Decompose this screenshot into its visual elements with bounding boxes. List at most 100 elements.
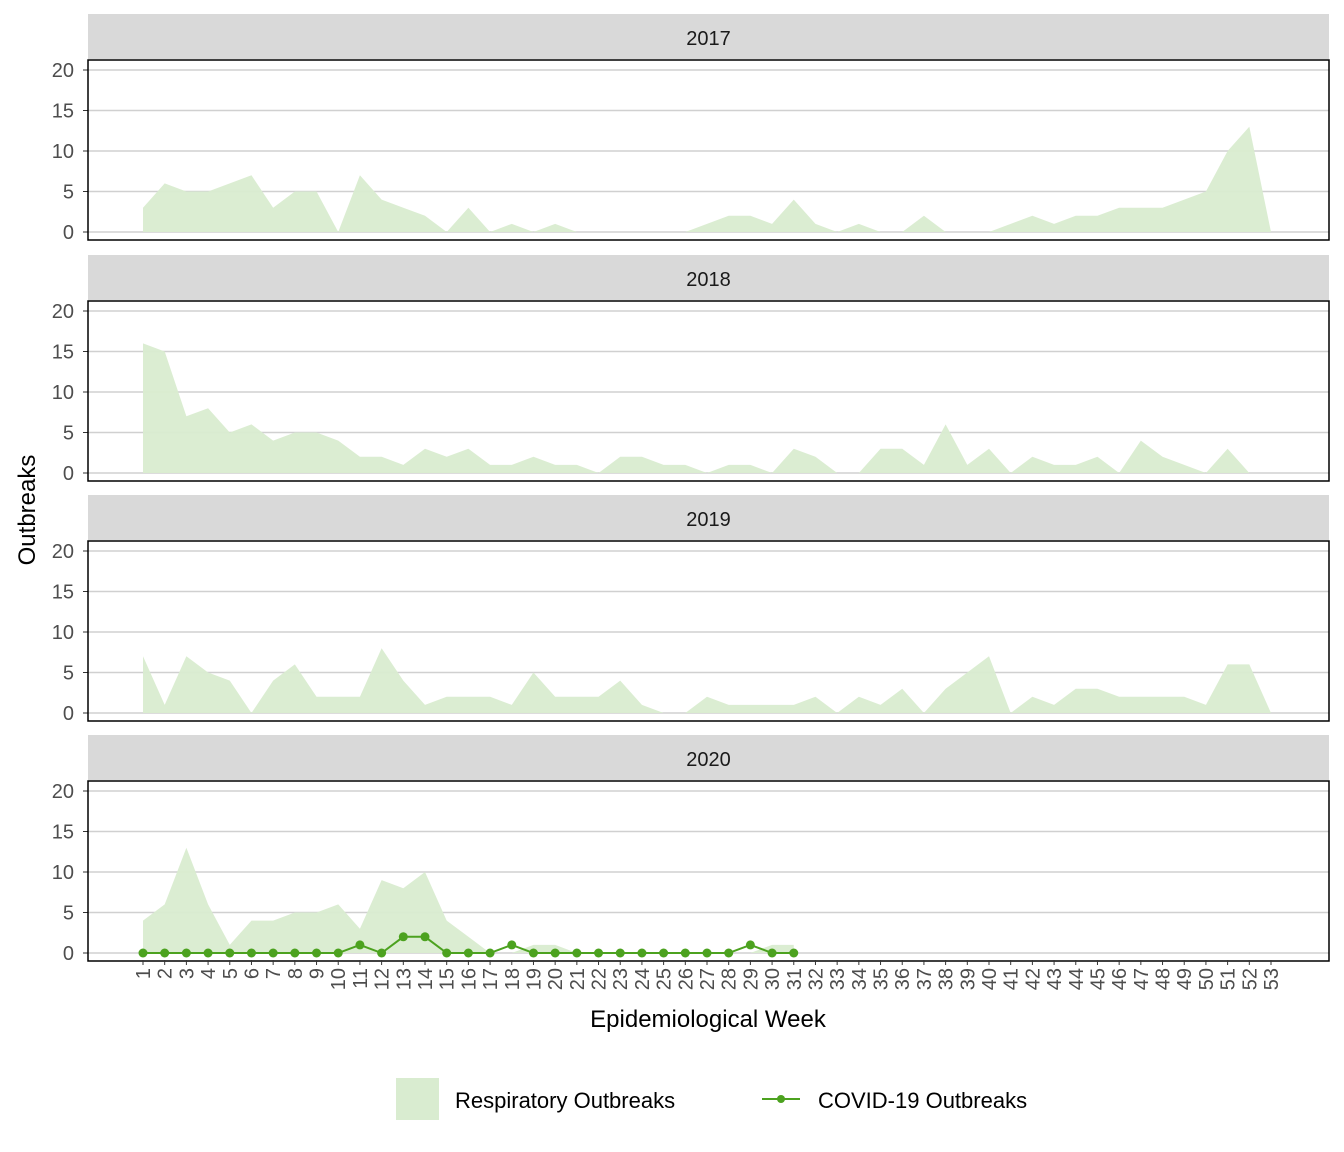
- covid-point: [659, 948, 669, 958]
- covid-point: [572, 948, 582, 958]
- x-tick-label: 10: [328, 968, 350, 990]
- facet-strip-label: 2018: [686, 269, 731, 291]
- x-tick-label: 28: [719, 968, 741, 990]
- x-tick-label: 25: [654, 968, 676, 990]
- covid-point: [528, 948, 538, 958]
- x-tick-label: 23: [610, 968, 632, 990]
- x-tick-label: 1: [133, 968, 155, 979]
- covid-point: [550, 948, 560, 958]
- x-tick-label: 14: [415, 968, 437, 990]
- covid-point: [637, 948, 647, 958]
- x-tick-label: 50: [1196, 968, 1218, 990]
- y-tick-label: 20: [52, 301, 74, 323]
- facet-strip-label: 2017: [686, 28, 731, 50]
- covid-point: [420, 932, 430, 942]
- x-tick-label: 47: [1131, 968, 1153, 990]
- panel-2017: 2017 0 5 10 15 20: [52, 14, 1330, 244]
- x-tick-label: 22: [589, 968, 611, 990]
- x-tick-label: 11: [350, 968, 372, 989]
- x-tick-label: 49: [1174, 968, 1196, 990]
- x-tick-label: 12: [372, 968, 394, 990]
- panel-border: [87, 540, 1330, 722]
- x-tick-label: 19: [523, 968, 545, 990]
- covid-point: [181, 948, 191, 958]
- facet-strip: [88, 495, 1329, 540]
- covid-point: [485, 948, 495, 958]
- x-tick-label: 45: [1087, 968, 1109, 990]
- covid-point: [680, 948, 690, 958]
- x-tick-label: 51: [1218, 968, 1240, 990]
- covid-point: [767, 948, 777, 958]
- panel-2018: 2018 0 5 10 15 20: [52, 255, 1330, 485]
- y-tick-label: 5: [63, 663, 74, 685]
- x-axis-ticks: 1 2 3 4 5 6 7 8 9 10 11 12 13 14 15 16 17 18 19 20 21 22 23 24 2…: [133, 960, 1283, 990]
- x-tick-label: 43: [1044, 968, 1066, 990]
- covid-point: [377, 948, 387, 958]
- x-tick-label: 31: [784, 968, 806, 990]
- x-tick-label: 35: [871, 968, 893, 990]
- x-tick-label: 3: [176, 968, 198, 979]
- covid-point: [702, 948, 712, 958]
- x-tick-label: 41: [1001, 968, 1023, 990]
- x-tick-label: 26: [675, 968, 697, 990]
- x-tick-label: 29: [740, 968, 762, 990]
- panel-border: [87, 780, 1330, 962]
- y-tick-label: 0: [63, 222, 74, 244]
- respiratory-area: [143, 126, 1271, 232]
- covid-point: [268, 948, 278, 958]
- x-axis-title: Epidemiological Week: [590, 1006, 827, 1033]
- x-tick-label: 40: [979, 968, 1001, 990]
- covid-point: [442, 948, 452, 958]
- covid-point: [398, 932, 408, 942]
- respiratory-area: [143, 343, 1250, 473]
- x-tick-label: 5: [220, 968, 242, 979]
- y-tick-label: 0: [63, 463, 74, 485]
- facet-strip: [88, 735, 1329, 780]
- x-tick-label: 21: [567, 968, 589, 990]
- x-tick-label: 13: [393, 968, 415, 990]
- y-tick-label: 5: [63, 903, 74, 925]
- covid-point: [246, 948, 256, 958]
- covid-point: [138, 948, 148, 958]
- facet-strip: [88, 14, 1329, 59]
- legend-respiratory-swatch: [396, 1078, 439, 1120]
- y-tick-label: 20: [52, 541, 74, 563]
- covid-point: [507, 940, 517, 950]
- y-tick-label: 10: [52, 622, 74, 644]
- y-tick-label: 15: [52, 582, 74, 604]
- panels: 2017051015202018051015202019051015202020…: [52, 14, 1330, 965]
- x-tick-label: 37: [914, 968, 936, 990]
- x-tick-label: 46: [1109, 968, 1131, 990]
- x-tick-label: 38: [936, 968, 958, 990]
- x-tick-label: 32: [805, 968, 827, 990]
- y-tick-label: 10: [52, 862, 74, 884]
- covid-point: [290, 948, 300, 958]
- legend-covid-point: [777, 1095, 785, 1103]
- covid-point: [225, 948, 235, 958]
- facet-strip-label: 2020: [686, 749, 731, 771]
- x-tick-label: 9: [307, 968, 329, 979]
- covid-point: [615, 948, 625, 958]
- covid-point: [333, 948, 343, 958]
- x-tick-label: 33: [827, 968, 849, 990]
- panel-2019: 2019 0 5 10 15 20: [52, 495, 1330, 725]
- x-tick-label: 30: [762, 968, 784, 990]
- y-tick-label: 5: [63, 182, 74, 204]
- legend: Respiratory Outbreaks COVID-19 Outbreaks: [396, 1078, 1027, 1120]
- x-tick-label: 6: [241, 968, 263, 979]
- panel-border: [87, 300, 1330, 482]
- y-tick-label: 20: [52, 781, 74, 803]
- covid-point: [355, 940, 365, 950]
- y-tick-label: 10: [52, 141, 74, 163]
- x-tick-label: 36: [892, 968, 914, 990]
- x-tick-label: 18: [502, 968, 524, 990]
- x-tick-label: 16: [458, 968, 480, 990]
- legend-covid-label: COVID-19 Outbreaks: [818, 1088, 1027, 1113]
- panel-2020: 2020 0 5 10 15 20: [52, 735, 1330, 965]
- x-tick-label: 44: [1066, 968, 1088, 990]
- x-tick-label: 2: [155, 968, 177, 979]
- facet-strip: [88, 255, 1329, 300]
- x-tick-label: 52: [1239, 968, 1261, 990]
- covid-point: [312, 948, 322, 958]
